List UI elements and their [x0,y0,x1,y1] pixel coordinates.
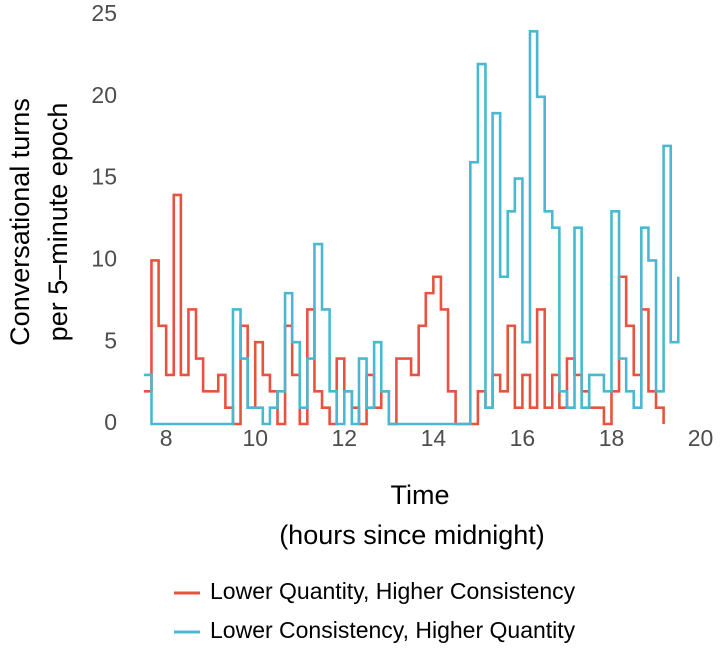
series-line [143,193,665,426]
x-tick-label: 16 [510,425,536,451]
x-tick-label: 8 [160,425,173,451]
y-axis-title: per 5–minute epoch [43,103,73,342]
y-tick-label: 20 [91,82,117,108]
legend-label: Lower Consistency, Higher Quantity [210,617,576,643]
y-tick-label: 15 [91,164,117,190]
y-axis-title: Conversational turns [5,98,35,346]
y-tick-label: 5 [104,327,117,353]
x-axis-title: Time [391,480,450,510]
y-tick-label: 0 [104,409,117,435]
x-axis-title: (hours since midnight) [279,520,545,550]
y-tick-label: 25 [91,0,117,26]
legend-label: Lower Quantity, Higher Consistency [210,578,576,604]
x-tick-label: 14 [421,425,447,451]
x-tick-label: 20 [688,425,714,451]
series-line [143,30,680,426]
x-tick-label: 10 [242,425,268,451]
y-tick-label: 10 [91,245,117,271]
x-tick-label: 18 [599,425,625,451]
x-tick-label: 12 [332,425,358,451]
